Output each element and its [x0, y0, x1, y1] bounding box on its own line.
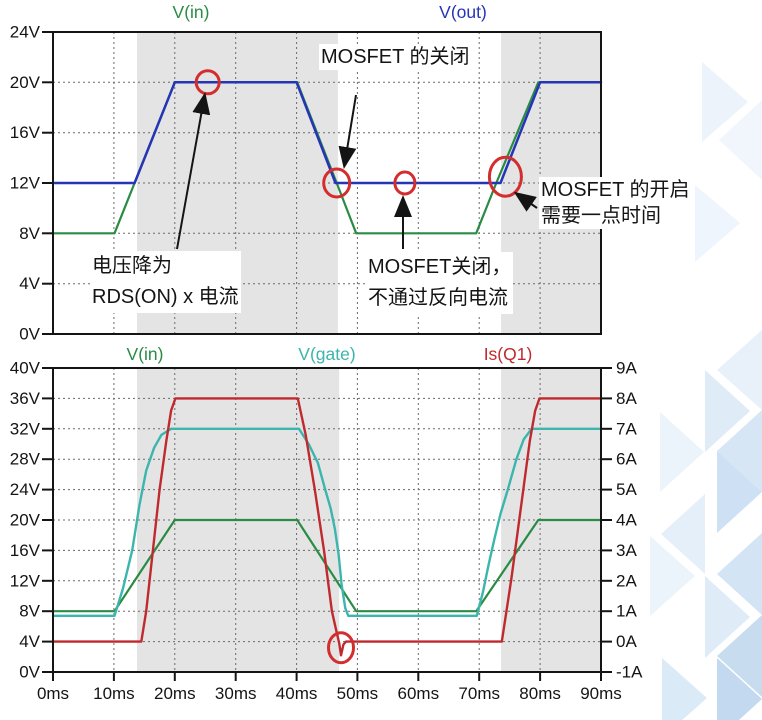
x-tick-label: 60ms [398, 684, 440, 703]
trace-V(gate) [51, 427, 603, 617]
x-axis-labels: 0ms 10ms 20ms 30ms 40ms 50ms 60ms 70ms 8… [37, 684, 622, 703]
right-tick-label: 4A [616, 511, 637, 530]
annotation-mosfet-off: MOSFET 的关闭 [319, 44, 472, 70]
right-axis-labels: 9A 8A 7A 6A 5A 4A 3A 2A 1A 0A -1A [616, 359, 643, 682]
legend-vin: V(in) [127, 345, 164, 364]
highlight-circles [327, 631, 355, 665]
left-axis-labels: 40V 36V 32V 28V 24V 20V 16V 12V 8V 4V 0V [10, 359, 41, 682]
y-tick-label: 4V [19, 274, 40, 293]
background-triangle [702, 62, 748, 142]
highlight-circle [322, 167, 352, 199]
left-axis-ticks [42, 367, 53, 673]
annotation-voltage-drop: 电压降为 RDS(ON) x 电流 [90, 251, 241, 313]
x-tick-label: 90ms [580, 684, 622, 703]
left-tick-label: 36V [10, 389, 41, 408]
legend: V(in) V(out) [173, 2, 487, 22]
left-tick-label: 16V [10, 541, 41, 560]
left-tick-label: 32V [10, 419, 41, 438]
annotation-line: 需要一点时间 [541, 205, 661, 227]
left-tick-label: 40V [10, 359, 41, 378]
background-triangle [705, 576, 750, 658]
legend-vout: V(out) [439, 2, 487, 22]
background-triangle [717, 658, 762, 720]
trace-V(out) [51, 81, 603, 185]
legend-isq1: Is(Q1) [484, 345, 533, 364]
x-tick-label: 10ms [93, 684, 135, 703]
right-tick-label: 8A [616, 389, 637, 408]
y-tick-label: 12V [10, 174, 41, 193]
background-triangle [717, 451, 762, 533]
left-tick-label: 8V [19, 602, 40, 621]
right-tick-label: 5A [616, 480, 637, 499]
background-triangle [650, 536, 695, 616]
left-tick-label: 28V [10, 450, 41, 469]
right-tick-label: 6A [616, 450, 637, 469]
legend: V(in) V(gate) Is(Q1) [127, 345, 533, 364]
left-tick-label: 12V [10, 571, 41, 590]
right-tick-label: 3A [616, 541, 637, 560]
background-triangle [719, 100, 762, 180]
highlight-circle [487, 155, 523, 198]
background-triangle [695, 185, 740, 262]
x-tick-label: 50ms [337, 684, 379, 703]
left-tick-label: 24V [10, 480, 41, 499]
background-triangle [660, 412, 704, 492]
annotation-no-reverse-current: MOSFET关闭， 不通过反向电流 [366, 252, 514, 314]
annotation-line: 不通过反向电流 [368, 287, 508, 309]
legend-vin: V(in) [173, 2, 210, 22]
background-pattern-group [650, 62, 762, 720]
y-tick-label: 16V [10, 123, 41, 142]
background-triangle [662, 658, 707, 720]
arrow-mosfet-off [338, 94, 357, 169]
highlight-circle [327, 631, 355, 665]
right-tick-label: 9A [616, 359, 637, 378]
background-triangle [717, 533, 762, 615]
right-tick-label: -1A [616, 663, 643, 682]
x-tick-label: 20ms [154, 684, 196, 703]
annotation-arrows [176, 92, 538, 250]
left-tick-label: 20V [10, 511, 41, 530]
annotation-line: 电压降为 [92, 255, 172, 277]
highlight-circle [393, 170, 417, 196]
y-axis-labels: 24V 20V 16V 12V 8V 4V 0V [10, 23, 41, 344]
left-tick-label: 0V [19, 663, 40, 682]
background-triangle [717, 330, 762, 410]
x-tick-label: 70ms [458, 684, 500, 703]
x-tick-label: 80ms [519, 684, 561, 703]
right-tick-label: 1A [616, 602, 637, 621]
x-tick-label: 0ms [37, 684, 69, 703]
y-tick-label: 0V [19, 325, 40, 344]
x-axis-ticks [52, 672, 602, 681]
y-tick-label: 20V [10, 73, 41, 92]
arrow-turn-on [513, 191, 538, 212]
annotation-line: RDS(ON) x 电流 [92, 286, 239, 308]
legend-vgate: V(gate) [298, 345, 355, 364]
arrow-voltage-drop [176, 92, 211, 250]
y-axis-ticks [42, 31, 53, 335]
left-tick-label: 4V [19, 632, 40, 651]
gridlines [53, 368, 601, 672]
traces [51, 81, 603, 235]
right-tick-label: 2A [616, 571, 637, 590]
background-triangle [717, 410, 762, 492]
right-tick-label: 0A [616, 632, 637, 651]
annotation-line: MOSFET 的开启 [541, 179, 690, 201]
x-tick-label: 40ms [276, 684, 318, 703]
bottom-chart: 40V 36V 32V 28V 24V 20V 16V 12V 8V 4V 0V… [0, 345, 643, 720]
background-triangle [661, 494, 705, 574]
background-triangle [705, 370, 750, 452]
background-triangle [717, 615, 762, 697]
y-tick-label: 8V [19, 224, 40, 243]
right-tick-label: 7A [616, 419, 637, 438]
y-tick-label: 24V [10, 23, 41, 42]
x-tick-label: 30ms [215, 684, 257, 703]
annotation-line: MOSFET关闭， [368, 256, 512, 278]
annotation-turn-on-delay: MOSFET 的开启 需要一点时间 [539, 177, 692, 229]
right-axis-ticks [601, 367, 612, 673]
